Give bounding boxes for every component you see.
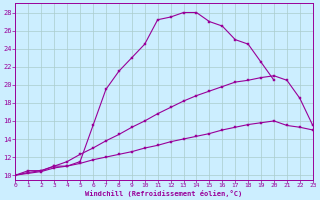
X-axis label: Windchill (Refroidissement éolien,°C): Windchill (Refroidissement éolien,°C) [85, 190, 243, 197]
